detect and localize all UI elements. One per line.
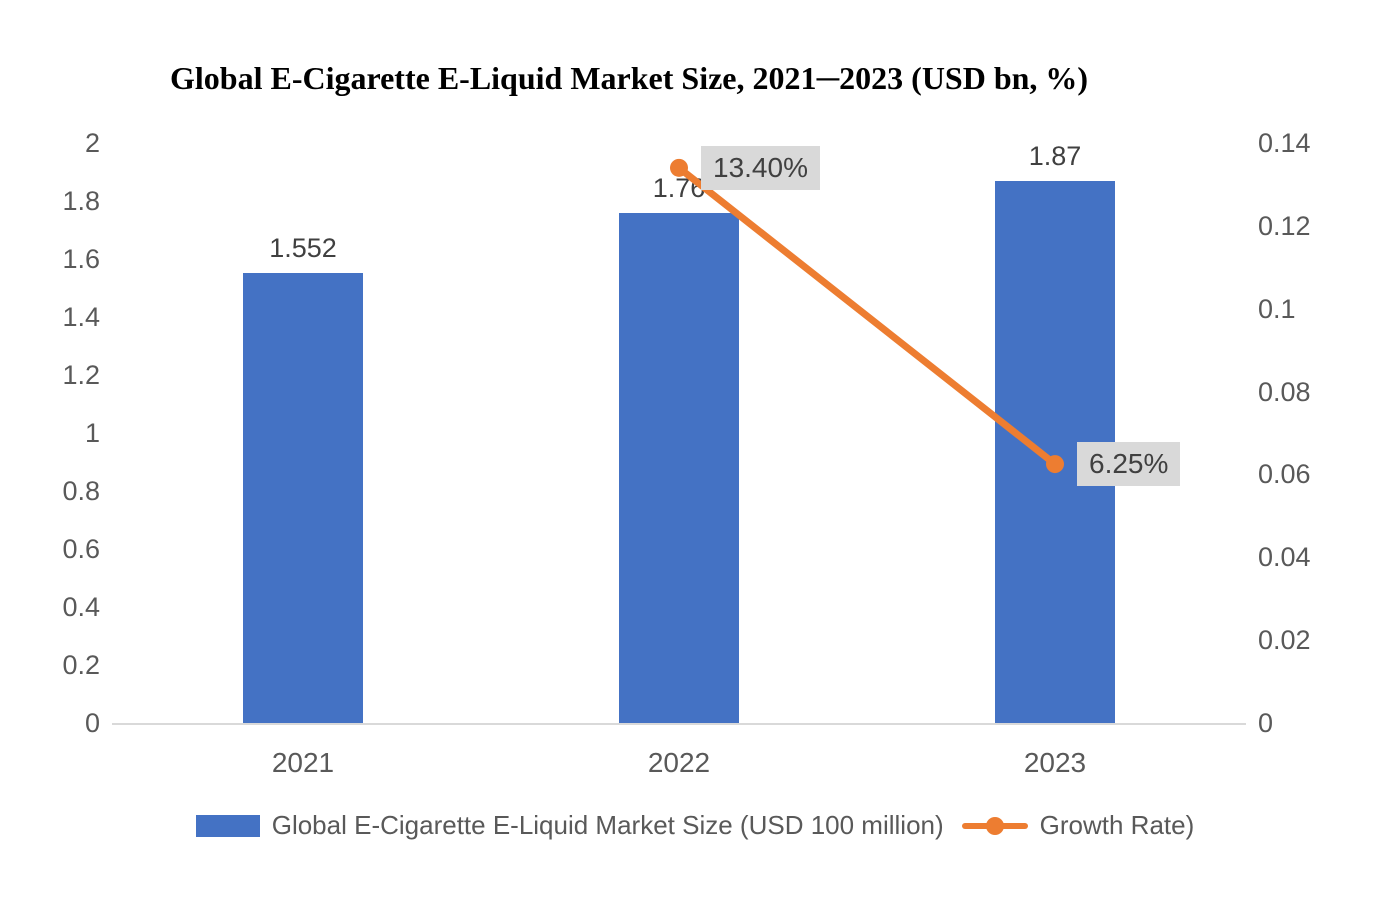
x-axis-line [112, 723, 1246, 725]
x-axis-label-2023: 2023 [1023, 747, 1087, 778]
chart-title: Global E-Cigarette E-Liquid Market Size,… [170, 60, 1089, 96]
left-axis-tick: 1.6 [62, 244, 100, 274]
bar-value-label-2021: 1.552 [269, 232, 337, 263]
legend-line-dot-icon [985, 816, 1004, 835]
left-axis-tick: 0.2 [62, 650, 100, 680]
left-axis-tick: 1 [84, 418, 100, 448]
x-axis-label-2022: 2022 [647, 747, 711, 778]
legend-bar-swatch [195, 814, 260, 837]
right-axis-tick: 0.12 [1258, 210, 1311, 241]
right-axis-tick: 0.06 [1258, 459, 1311, 490]
bar-2021 [243, 272, 363, 723]
left-axis-tick: 1.2 [62, 360, 100, 390]
legend: Global E-Cigarette E-Liquid Market Size … [0, 810, 1390, 841]
left-axis-tick: 0 [84, 708, 100, 738]
right-axis-tick: 0 [1258, 708, 1274, 738]
right-axis-tick: 0.02 [1258, 625, 1311, 656]
bar-2022 [619, 212, 739, 723]
right-axis-tick: 0.04 [1258, 542, 1311, 573]
right-axis-tick: 0.14 [1258, 128, 1311, 158]
growth-rate-callout: 13.40% [701, 145, 820, 190]
bar-value-label-2023: 1.87 [1028, 140, 1082, 171]
legend-bar-series-label: Global E-Cigarette E-Liquid Market Size … [271, 810, 944, 840]
left-axis-tick: 2 [84, 128, 100, 158]
left-axis-tick: 0.4 [62, 592, 100, 622]
left-axis-tick: 0.8 [62, 476, 100, 506]
x-axis-label-2021: 2021 [271, 747, 335, 778]
right-axis-tick: 0.08 [1258, 376, 1311, 407]
legend-line-marker [961, 816, 1028, 835]
left-axis-tick: 1.4 [62, 302, 100, 332]
right-axis-tick: 0.1 [1258, 293, 1296, 324]
growth-rate-callout: 6.25% [1077, 442, 1181, 487]
left-axis-tick: 0.6 [62, 534, 100, 564]
left-axis-tick: 1.8 [62, 186, 100, 216]
legend-line-series-label: Growth Rate) [1039, 810, 1195, 840]
